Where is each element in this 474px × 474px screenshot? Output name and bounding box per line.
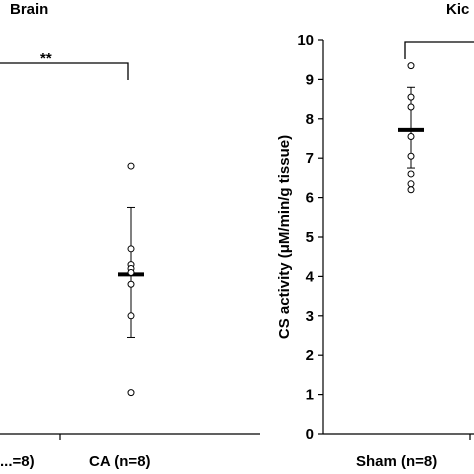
brain-category-label-sham: ...=8) [0,453,35,470]
kidney-sham-data-point [407,152,415,160]
kidney-y-tick-label: 9 [306,71,314,88]
kidney-sham-data-point [407,170,415,178]
kidney-y-tick-label: 5 [306,229,314,246]
kidney-category-label-sham: Sham (n=8) [356,453,437,470]
kidney-y-tick-label: 8 [306,111,314,128]
kidney-y-tick-label: 1 [306,387,314,404]
kidney-y-tick-label: 10 [297,32,314,49]
kidney-y-tick-label: 2 [306,347,314,364]
brain-ca-data-point [127,268,135,276]
kidney-y-tick-label: 4 [306,268,315,285]
brain-ca-data-point [127,312,135,320]
brain-category-label-ca: CA (n=8) [89,453,151,470]
brain-significance-label: ** [40,50,52,67]
brain-significance-bracket [0,62,129,80]
kidney-y-tick-label: 7 [306,150,314,167]
kidney-sham-data-point [407,62,415,70]
kidney-y-tick-label: 0 [306,426,314,443]
brain-ca-data-point [127,389,135,397]
kidney-panel-title: Kic [446,1,469,18]
kidney-y-tick-label: 6 [306,190,314,207]
kidney-y-axis-label: CS activity (μM/min/g tissue) [276,135,293,339]
brain-ca-data-point [127,245,135,253]
brain-panel-title: Brain [10,1,48,18]
kidney-y-tick-label: 3 [306,308,314,325]
kidney-sham-data-point [407,93,415,101]
kidney-sham-data-point [407,133,415,141]
brain-ca-data-point [127,280,135,288]
brain-ca-data-point [127,162,135,170]
kidney-sham-data-point [407,103,415,111]
kidney-sham-data-point [407,180,415,188]
kidney-significance-bracket [404,41,474,59]
kidney-sham-data-point [407,186,415,194]
